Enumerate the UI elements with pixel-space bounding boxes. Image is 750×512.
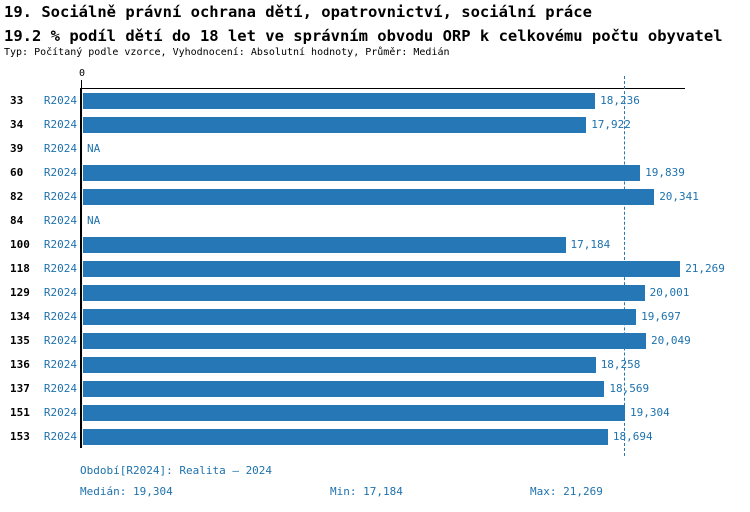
bar <box>83 117 587 133</box>
row-id-label: 39 <box>10 142 24 155</box>
row-id-label: 118 <box>10 262 30 275</box>
row-id-label: 129 <box>10 286 30 299</box>
row-period-label: R2024 <box>43 310 77 323</box>
bar <box>83 261 681 277</box>
row-id-label: 84 <box>10 214 24 227</box>
row-id-label: 151 <box>10 406 30 419</box>
row-period-label: R2024 <box>43 430 77 443</box>
bar <box>83 333 646 349</box>
bar-value-label: 19,304 <box>629 405 671 421</box>
chart-subtitle: 19.2 % podíl dětí do 18 let ve správním … <box>4 27 723 45</box>
row-period-label: R2024 <box>43 214 77 227</box>
row-id-label: 136 <box>10 358 30 371</box>
row-id-label: 60 <box>10 166 24 179</box>
bar-value-label: 18,569 <box>608 381 651 397</box>
chart-meta-line: Typ: Počítaný podle vzorce, Vyhodnocení:… <box>4 47 450 58</box>
bar <box>83 309 637 325</box>
bar <box>83 381 605 397</box>
bar <box>83 93 596 109</box>
row-period-label: R2024 <box>43 190 77 203</box>
x-axis-line <box>82 88 685 89</box>
bar-value-label: NA <box>86 213 102 229</box>
bar-value-label: 19,839 <box>644 165 686 181</box>
bar <box>83 405 625 421</box>
row-id-label: 134 <box>10 310 30 323</box>
row-period-label: R2024 <box>43 118 77 131</box>
footer-median-label: Medián: 19,304 <box>80 485 173 498</box>
row-period-label: R2024 <box>43 94 77 107</box>
bar-value-label: 21,269 <box>684 261 726 277</box>
chart-title: 19. Sociálně právní ochrana dětí, opatro… <box>4 3 592 21</box>
row-period-label: R2024 <box>43 406 77 419</box>
bar <box>83 189 655 205</box>
bar-value-label: 18,236 <box>599 93 641 109</box>
bar-value-label: 20,049 <box>650 333 692 349</box>
bar <box>83 237 566 253</box>
footer-min-label: Min: 17,184 <box>330 485 403 498</box>
bar-value-label: 17,184 <box>569 237 612 253</box>
bar-value-label: NA <box>86 141 102 157</box>
row-period-label: R2024 <box>43 358 77 371</box>
row-id-label: 137 <box>10 382 30 395</box>
row-period-label: R2024 <box>43 166 77 179</box>
row-id-label: 82 <box>10 190 24 203</box>
bar-value-label: 18,694 <box>611 429 654 445</box>
median-line <box>624 76 626 456</box>
row-id-label: 100 <box>10 238 30 251</box>
bar-value-label: 17,922 <box>590 117 632 133</box>
bar <box>83 165 641 181</box>
row-id-label: 33 <box>10 94 24 107</box>
row-period-label: R2024 <box>43 286 77 299</box>
bar <box>83 285 645 301</box>
bar <box>83 357 596 373</box>
y-axis-line <box>80 88 82 448</box>
bar-value-label: 18,258 <box>599 357 642 373</box>
row-id-label: 135 <box>10 334 30 347</box>
footer-max-label: Max: 21,269 <box>530 485 603 498</box>
bar-value-label: 19,697 <box>640 309 682 325</box>
row-id-label: 34 <box>10 118 24 131</box>
x-axis-zero-tick <box>81 80 82 88</box>
bar-value-label: 20,001 <box>648 285 691 301</box>
row-period-label: R2024 <box>43 334 77 347</box>
bar <box>83 429 608 445</box>
row-period-label: R2024 <box>43 382 77 395</box>
row-period-label: R2024 <box>43 238 77 251</box>
bar-value-label: 20,341 <box>658 189 700 205</box>
x-axis-zero-tick-label: 0 <box>78 68 86 79</box>
row-period-label: R2024 <box>43 262 77 275</box>
row-period-label: R2024 <box>43 142 77 155</box>
footer-period-label: Období[R2024]: Realita – 2024 <box>80 464 273 477</box>
row-id-label: 153 <box>10 430 30 443</box>
